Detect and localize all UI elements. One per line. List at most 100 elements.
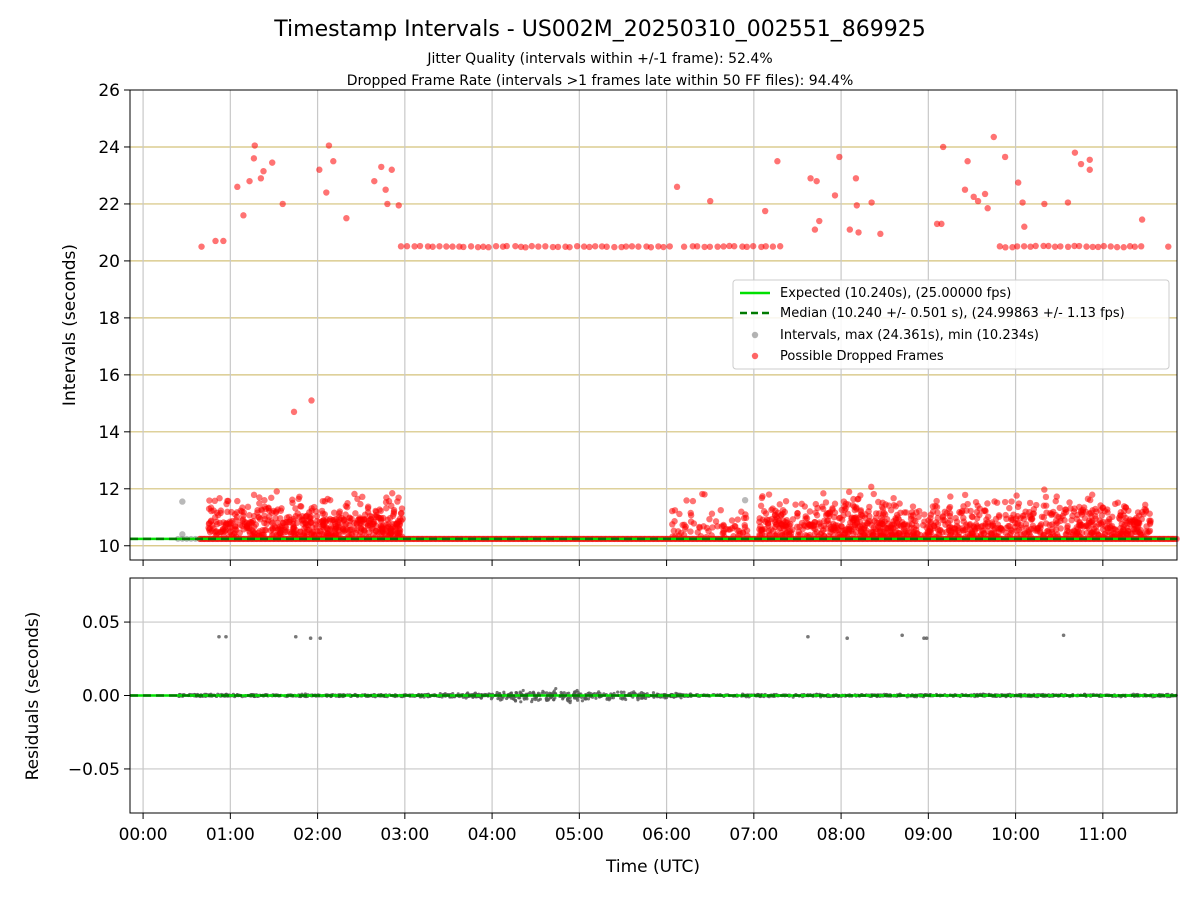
dropped-frame-point bbox=[243, 523, 251, 531]
dropped-frame-point bbox=[277, 529, 284, 536]
dropped-frame-point bbox=[403, 243, 411, 250]
residual-point bbox=[518, 696, 522, 700]
dropped-frame-point bbox=[729, 525, 736, 532]
dropped-frame-point bbox=[250, 491, 258, 499]
dropped-frame-point bbox=[240, 512, 247, 519]
dropped-frame-point bbox=[256, 500, 263, 507]
dropped-frame-point bbox=[945, 527, 953, 534]
dropped-frame-point bbox=[1088, 512, 1095, 520]
dropped-frame-point bbox=[742, 514, 750, 522]
dropped-frame-point bbox=[972, 498, 980, 506]
dropped-frame-point bbox=[916, 531, 924, 539]
residual-point bbox=[496, 696, 500, 701]
x-tick-label: 05:00 bbox=[555, 825, 604, 845]
dropped-frame-point bbox=[893, 522, 901, 529]
dropped-frame-point bbox=[348, 531, 355, 538]
dropped-frame-point bbox=[323, 189, 330, 196]
dropped-frame-point bbox=[330, 158, 337, 165]
dropped-frame-point bbox=[522, 244, 529, 251]
dropped-frame-point bbox=[1067, 505, 1074, 512]
dropped-frame-point bbox=[744, 532, 751, 540]
dropped-frame-point bbox=[868, 483, 875, 491]
residual-point bbox=[552, 689, 556, 693]
residual-point bbox=[616, 690, 620, 694]
dropped-frame-point bbox=[254, 509, 261, 516]
dropped-frame-point bbox=[1001, 498, 1009, 506]
dropped-frame-point bbox=[708, 532, 715, 539]
dropped-frame-point bbox=[910, 524, 918, 532]
dropped-frame-point bbox=[635, 243, 642, 250]
dropped-frame-point bbox=[251, 142, 258, 149]
residual-point bbox=[845, 636, 849, 641]
dropped-frame-point bbox=[492, 242, 500, 250]
x-tick-label: 11:00 bbox=[1078, 825, 1127, 845]
dropped-frame-point bbox=[1001, 153, 1009, 161]
residual-point bbox=[619, 696, 623, 700]
dropped-frame-point bbox=[244, 503, 252, 511]
x-tick-label: 09:00 bbox=[904, 825, 953, 845]
dropped-frame-point bbox=[313, 513, 321, 520]
dropped-frame-point bbox=[823, 517, 831, 525]
dropped-frame-point bbox=[325, 532, 332, 539]
chart-subtitle-jitter: Jitter Quality (intervals within +/-1 fr… bbox=[426, 51, 772, 67]
dropped-frame-point bbox=[761, 532, 769, 540]
dropped-frame-point bbox=[365, 517, 372, 525]
chart-title: Timestamp Intervals - US002M_20250310_00… bbox=[273, 17, 925, 42]
dropped-frame-point bbox=[820, 490, 827, 497]
dropped-frame-point bbox=[708, 510, 716, 517]
dropped-frame-point bbox=[1137, 243, 1145, 250]
dropped-frame-point bbox=[1040, 242, 1047, 250]
dropped-frame-point bbox=[358, 525, 365, 533]
dropped-frame-point bbox=[838, 506, 845, 514]
dropped-frame-point bbox=[853, 202, 860, 209]
dropped-frame-point bbox=[977, 531, 985, 539]
residual-point bbox=[573, 690, 578, 694]
dropped-frame-point bbox=[1028, 525, 1035, 533]
dropped-frame-point bbox=[628, 243, 636, 250]
dropped-frame-point bbox=[976, 511, 983, 519]
dropped-frame-point bbox=[1070, 527, 1077, 534]
dropped-frame-point bbox=[1107, 523, 1114, 531]
dropped-frame-point bbox=[1041, 486, 1048, 493]
dropped-frame-point bbox=[810, 524, 817, 532]
dropped-frame-point bbox=[792, 501, 799, 508]
dropped-frame-point bbox=[267, 527, 274, 534]
dropped-frame-point bbox=[566, 243, 573, 251]
dropped-frame-point bbox=[947, 493, 954, 500]
dropped-frame-point bbox=[774, 158, 781, 165]
dropped-frame-point bbox=[220, 237, 227, 245]
dropped-frame-point bbox=[797, 531, 804, 538]
dropped-frame-point bbox=[261, 497, 268, 504]
dropped-frame-point bbox=[776, 501, 783, 508]
residual-point bbox=[545, 698, 549, 702]
dropped-frame-point bbox=[1017, 515, 1024, 522]
residual-point bbox=[515, 691, 519, 695]
dropped-frame-point bbox=[378, 163, 385, 171]
dropped-frame-point bbox=[1075, 242, 1083, 250]
dropped-frame-point bbox=[1098, 512, 1106, 519]
y-tick-label: 0.00 bbox=[82, 687, 120, 707]
dropped-frame-point bbox=[896, 500, 903, 507]
dropped-frame-point bbox=[1018, 524, 1025, 531]
dropped-frame-point bbox=[1114, 530, 1121, 538]
residual-point bbox=[552, 698, 556, 702]
dropped-frame-point bbox=[240, 212, 247, 219]
dropped-frame-point bbox=[353, 520, 361, 528]
dropped-frame-point bbox=[738, 508, 745, 515]
dropped-frame-point bbox=[845, 523, 853, 530]
dropped-frame-point bbox=[1027, 516, 1035, 523]
dropped-frame-point bbox=[233, 513, 241, 521]
dropped-frame-point bbox=[1053, 493, 1060, 500]
dropped-frame-point bbox=[687, 509, 694, 517]
dropped-frame-point bbox=[961, 491, 969, 499]
dropped-frame-point bbox=[761, 207, 769, 215]
dropped-frame-point bbox=[234, 183, 241, 191]
residual-point bbox=[587, 691, 591, 695]
dropped-frame-point bbox=[212, 532, 220, 539]
dropped-frame-point bbox=[208, 517, 215, 524]
interval-point bbox=[741, 496, 749, 504]
dropped-frame-point bbox=[673, 183, 681, 191]
dropped-frame-point bbox=[1107, 243, 1114, 250]
residual-point bbox=[522, 696, 526, 700]
x-tick-label: 08:00 bbox=[817, 825, 866, 845]
